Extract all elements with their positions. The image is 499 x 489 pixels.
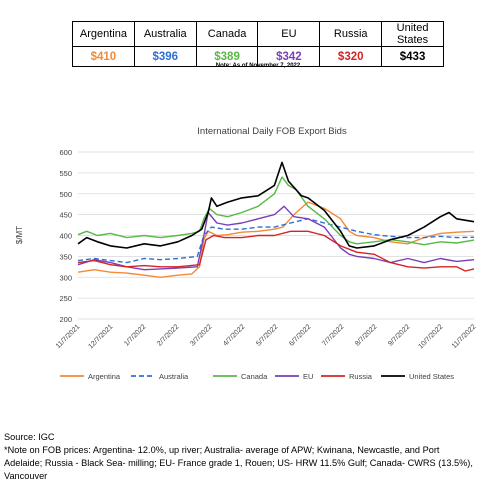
x-tick-label: 7/7/2022 — [321, 323, 345, 347]
source-note-line: Adelaide; Russia - Black Sea- milling; E… — [4, 458, 473, 468]
price-table-value-row: $410 $396 $389 $342 $320 $433 — [72, 46, 444, 67]
legend-label: Canada — [241, 372, 268, 381]
x-tick-label: 4/7/2022 — [222, 323, 246, 347]
legend-label: Australia — [159, 372, 189, 381]
x-tick-label: 10/7/2022 — [417, 323, 444, 350]
price-cell: $433 — [381, 46, 444, 67]
source-note-line: Vancouver — [4, 471, 48, 481]
y-axis-label: $/MT — [15, 226, 24, 244]
country-cell: Australia — [133, 21, 197, 47]
series-line-australia — [77, 218, 475, 264]
source-note-line: *Note on FOB prices: Argentina- 12.0%, u… — [4, 445, 440, 455]
price-cell: $320 — [319, 46, 383, 67]
chart-title: International Daily FOB Export Bids — [197, 126, 347, 137]
as-of-note: Note: As of November 7, 2022 — [215, 63, 301, 69]
x-tick-label: 3/7/2022 — [189, 323, 213, 347]
country-cell: EU — [257, 21, 321, 47]
x-tick-label: 11/7/2021 — [55, 323, 82, 350]
legend-label: Russia — [349, 372, 373, 381]
y-tick-label: 250 — [59, 294, 72, 303]
x-tick-label: 8/7/2022 — [354, 323, 378, 347]
country-cell: United States — [381, 21, 444, 47]
price-table-country-row: Argentina Australia Canada EU Russia Uni… — [72, 21, 444, 47]
x-tick-label: 2/7/2022 — [156, 323, 180, 347]
y-tick-label: 200 — [59, 315, 72, 324]
y-tick-label: 500 — [59, 190, 72, 199]
fob-export-bids-chart: International Daily FOB Export Bids $/MT… — [15, 126, 478, 381]
price-cell: $389 — [195, 46, 259, 67]
series-line-united-states — [77, 161, 475, 249]
x-tick-label: 12/7/2021 — [87, 323, 114, 350]
y-tick-label: 550 — [59, 169, 72, 178]
y-tick-label: 300 — [59, 273, 72, 282]
source-line: Source: IGC — [4, 432, 55, 442]
y-tick-label: 450 — [59, 211, 72, 220]
x-tick-label: 5/7/2022 — [255, 323, 279, 347]
price-cell: $342 — [257, 46, 321, 67]
series-line-eu — [77, 205, 475, 271]
x-tick-label: 11/7/2022 — [451, 323, 478, 350]
country-cell: Argentina — [72, 21, 135, 47]
x-tick-label: 6/7/2022 — [288, 323, 312, 347]
series-line-russia — [77, 230, 475, 272]
x-tick-label: 9/7/2022 — [387, 323, 411, 347]
price-cell: $396 — [133, 46, 197, 67]
y-tick-label: 600 — [59, 148, 72, 157]
price-table: Argentina Australia Canada EU Russia Uni… — [72, 21, 444, 67]
price-cell: $410 — [72, 46, 135, 67]
x-tick-label: 1/7/2022 — [123, 323, 147, 347]
series-line-argentina — [77, 201, 475, 278]
y-tick-label: 400 — [59, 232, 72, 241]
y-tick-label: 350 — [59, 252, 72, 261]
legend-label: United States — [409, 372, 454, 381]
legend-label: Argentina — [88, 372, 121, 381]
legend-label: EU — [303, 372, 313, 381]
